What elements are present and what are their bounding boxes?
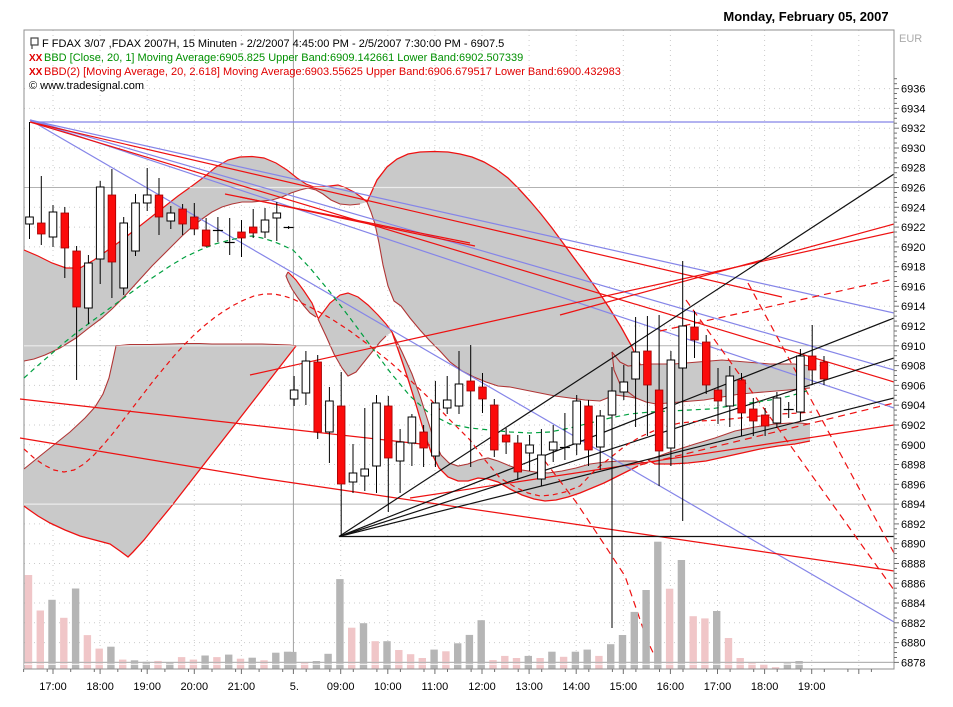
svg-text:6898: 6898 xyxy=(901,460,925,472)
svg-text:21:00: 21:00 xyxy=(228,681,256,693)
svg-text:6892: 6892 xyxy=(901,519,925,531)
svg-text:6914: 6914 xyxy=(901,301,925,313)
svg-text:6878: 6878 xyxy=(901,657,925,669)
svg-text:6904: 6904 xyxy=(901,400,925,412)
svg-text:6882: 6882 xyxy=(901,618,925,630)
svg-text:6928: 6928 xyxy=(901,163,925,175)
svg-text:15:00: 15:00 xyxy=(610,681,638,693)
svg-text:XX: XX xyxy=(29,53,43,64)
svg-text:6934: 6934 xyxy=(901,103,925,115)
svg-text:11:00: 11:00 xyxy=(422,681,449,693)
svg-text:6896: 6896 xyxy=(901,479,925,491)
svg-text:6918: 6918 xyxy=(901,262,925,274)
svg-text:6910: 6910 xyxy=(901,341,925,353)
svg-text:© www.tradesignal.com: © www.tradesignal.com xyxy=(29,80,144,92)
svg-text:6920: 6920 xyxy=(901,242,925,254)
svg-text:09:00: 09:00 xyxy=(327,681,355,693)
svg-text:6880: 6880 xyxy=(901,638,925,650)
svg-text:18:00: 18:00 xyxy=(751,681,779,693)
svg-text:13:00: 13:00 xyxy=(515,681,543,693)
svg-text:20:00: 20:00 xyxy=(181,681,209,693)
svg-text:6890: 6890 xyxy=(901,539,925,551)
svg-text:BBD [Close, 20, 1] Moving Aver: BBD [Close, 20, 1] Moving Average:6905.8… xyxy=(44,52,523,64)
svg-text:19:00: 19:00 xyxy=(798,681,826,693)
svg-text:XX: XX xyxy=(29,67,43,78)
svg-text:6930: 6930 xyxy=(901,143,925,155)
svg-text:6908: 6908 xyxy=(901,361,925,373)
svg-text:17:00: 17:00 xyxy=(704,681,732,693)
svg-text:6886: 6886 xyxy=(901,578,925,590)
svg-text:EUR: EUR xyxy=(899,33,922,45)
svg-text:6900: 6900 xyxy=(901,440,925,452)
svg-text:Monday, February 05, 2007: Monday, February 05, 2007 xyxy=(723,9,888,24)
svg-text:12:00: 12:00 xyxy=(468,681,496,693)
svg-text:19:00: 19:00 xyxy=(133,681,161,693)
svg-text:5.: 5. xyxy=(290,681,299,693)
svg-text:6884: 6884 xyxy=(901,598,925,610)
svg-text:6936: 6936 xyxy=(901,84,925,96)
svg-text:6932: 6932 xyxy=(901,123,925,135)
svg-text:14:00: 14:00 xyxy=(562,681,590,693)
svg-text:BBD(2) [Moving Average, 20, 2.: BBD(2) [Moving Average, 20, 2.618] Movin… xyxy=(44,66,621,78)
svg-text:17:00: 17:00 xyxy=(39,681,67,693)
svg-text:6922: 6922 xyxy=(901,222,925,234)
svg-text:10:00: 10:00 xyxy=(374,681,402,693)
svg-text:6894: 6894 xyxy=(901,499,925,511)
svg-text:6912: 6912 xyxy=(901,321,925,333)
svg-text:6916: 6916 xyxy=(901,282,925,294)
svg-text:16:00: 16:00 xyxy=(657,681,685,693)
svg-text:6926: 6926 xyxy=(901,183,925,195)
svg-text:18:00: 18:00 xyxy=(86,681,114,693)
svg-text:6888: 6888 xyxy=(901,559,925,571)
svg-text:6906: 6906 xyxy=(901,380,925,392)
svg-text:6924: 6924 xyxy=(901,202,925,214)
svg-text:6902: 6902 xyxy=(901,420,925,432)
svg-text:F FDAX 3/07 ,FDAX 2007H, 15 Mi: F FDAX 3/07 ,FDAX 2007H, 15 Minuten - 2/… xyxy=(42,38,504,50)
